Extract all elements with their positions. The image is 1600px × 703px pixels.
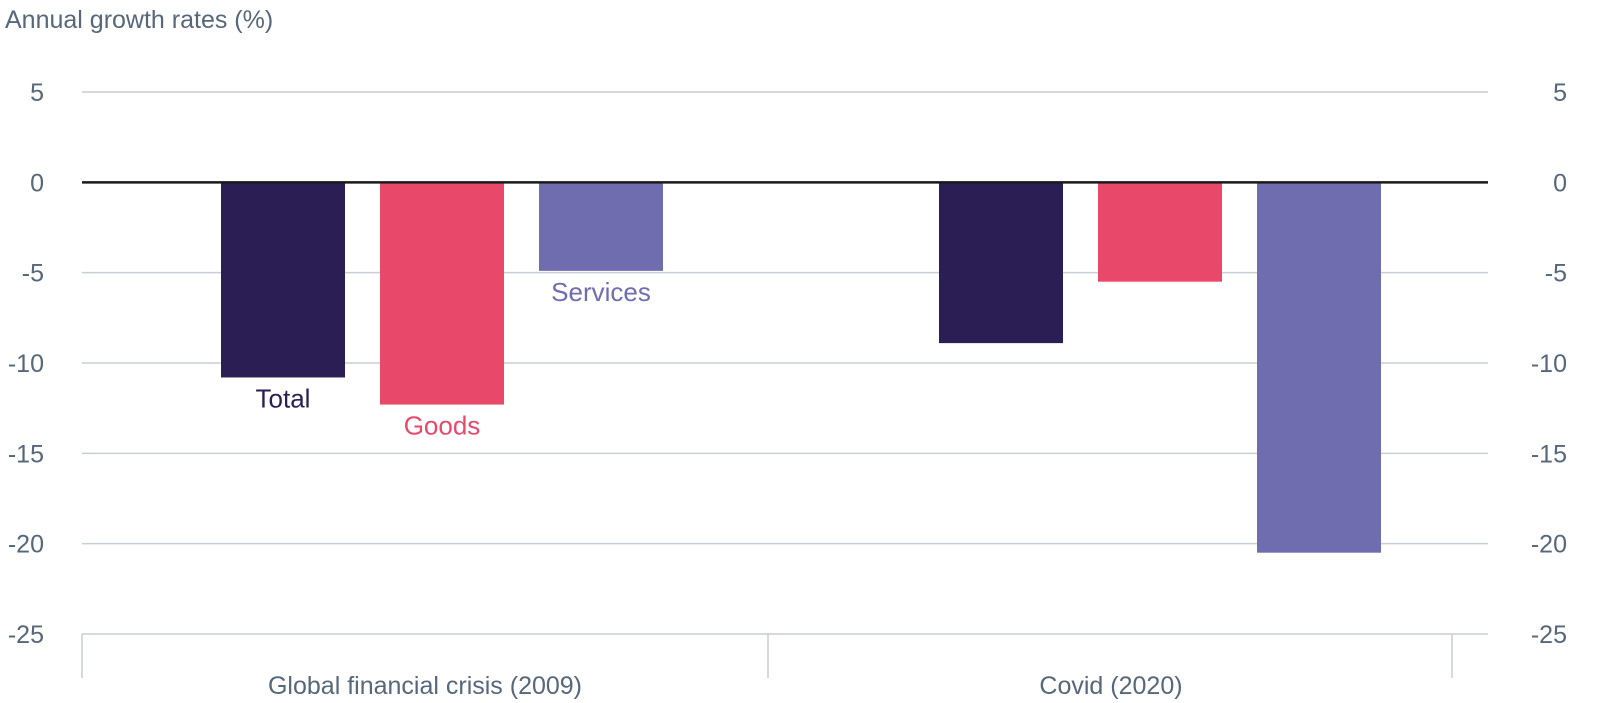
series-label-goods: Goods [404,411,481,441]
category-axis: Global financial crisis (2009) Covid (202… [81,634,1453,700]
category-label: Global financial crisis (2009) [268,672,582,700]
tick-labels: 5 5 0 0 -5 -5 -10 -10 -15 -15 -20 -20 -25 -25 [8,79,1567,649]
series-label-total: Total [256,383,311,413]
y-tick-label-left: -20 [8,531,44,559]
y-tick-label-right: -25 [1531,621,1567,649]
y-tick-label-left: 0 [30,169,44,197]
y-tick-label-right: -20 [1531,531,1567,559]
bar-total [221,182,345,378]
y-tick-label-right: -5 [1545,260,1567,288]
y-tick-label-left: 5 [30,79,44,107]
bars [221,182,1381,553]
bar-total [939,182,1063,344]
series-label-services: Services [551,277,651,307]
y-tick-label-left: -10 [8,350,44,378]
y-tick-label-right: -15 [1531,440,1567,468]
y-tick-label-left: -5 [22,260,44,288]
y-tick-label-left: -15 [8,440,44,468]
y-tick-label-left: -25 [8,621,44,649]
y-tick-label-right: 0 [1553,169,1567,197]
bar-services [539,182,663,271]
bar-goods [1098,182,1222,282]
y-axis-unit-label: Annual growth rates (%) [5,6,273,34]
category-label: Covid (2020) [1039,672,1182,700]
bar-services [1257,182,1381,553]
series-labels: Total Goods Services [256,277,651,441]
y-tick-label-right: -10 [1531,350,1567,378]
bar-goods [380,182,504,405]
y-tick-label-right: 5 [1553,79,1567,107]
